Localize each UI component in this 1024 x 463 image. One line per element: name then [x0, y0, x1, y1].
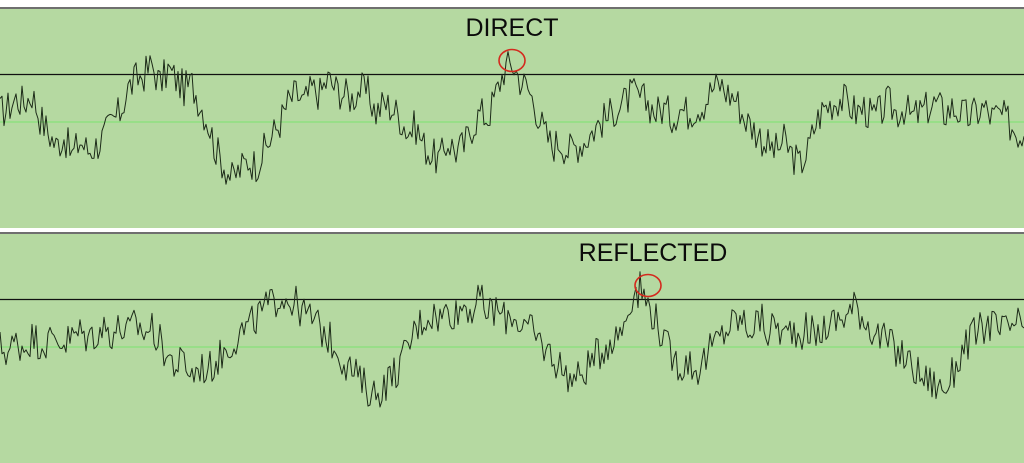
direct-panel: DIRECT — [0, 7, 1024, 228]
reflected-peak-marker — [634, 273, 662, 298]
reflected-panel-background — [0, 233, 1024, 463]
direct-peak-marker — [498, 48, 526, 73]
reflected-title: REFLECTED — [579, 239, 728, 267]
direct-panel-background — [0, 8, 1024, 228]
direct-title: DIRECT — [465, 14, 558, 42]
reflected-panel: REFLECTED — [0, 232, 1024, 463]
reflected-waveform-trace — [0, 271, 1024, 408]
